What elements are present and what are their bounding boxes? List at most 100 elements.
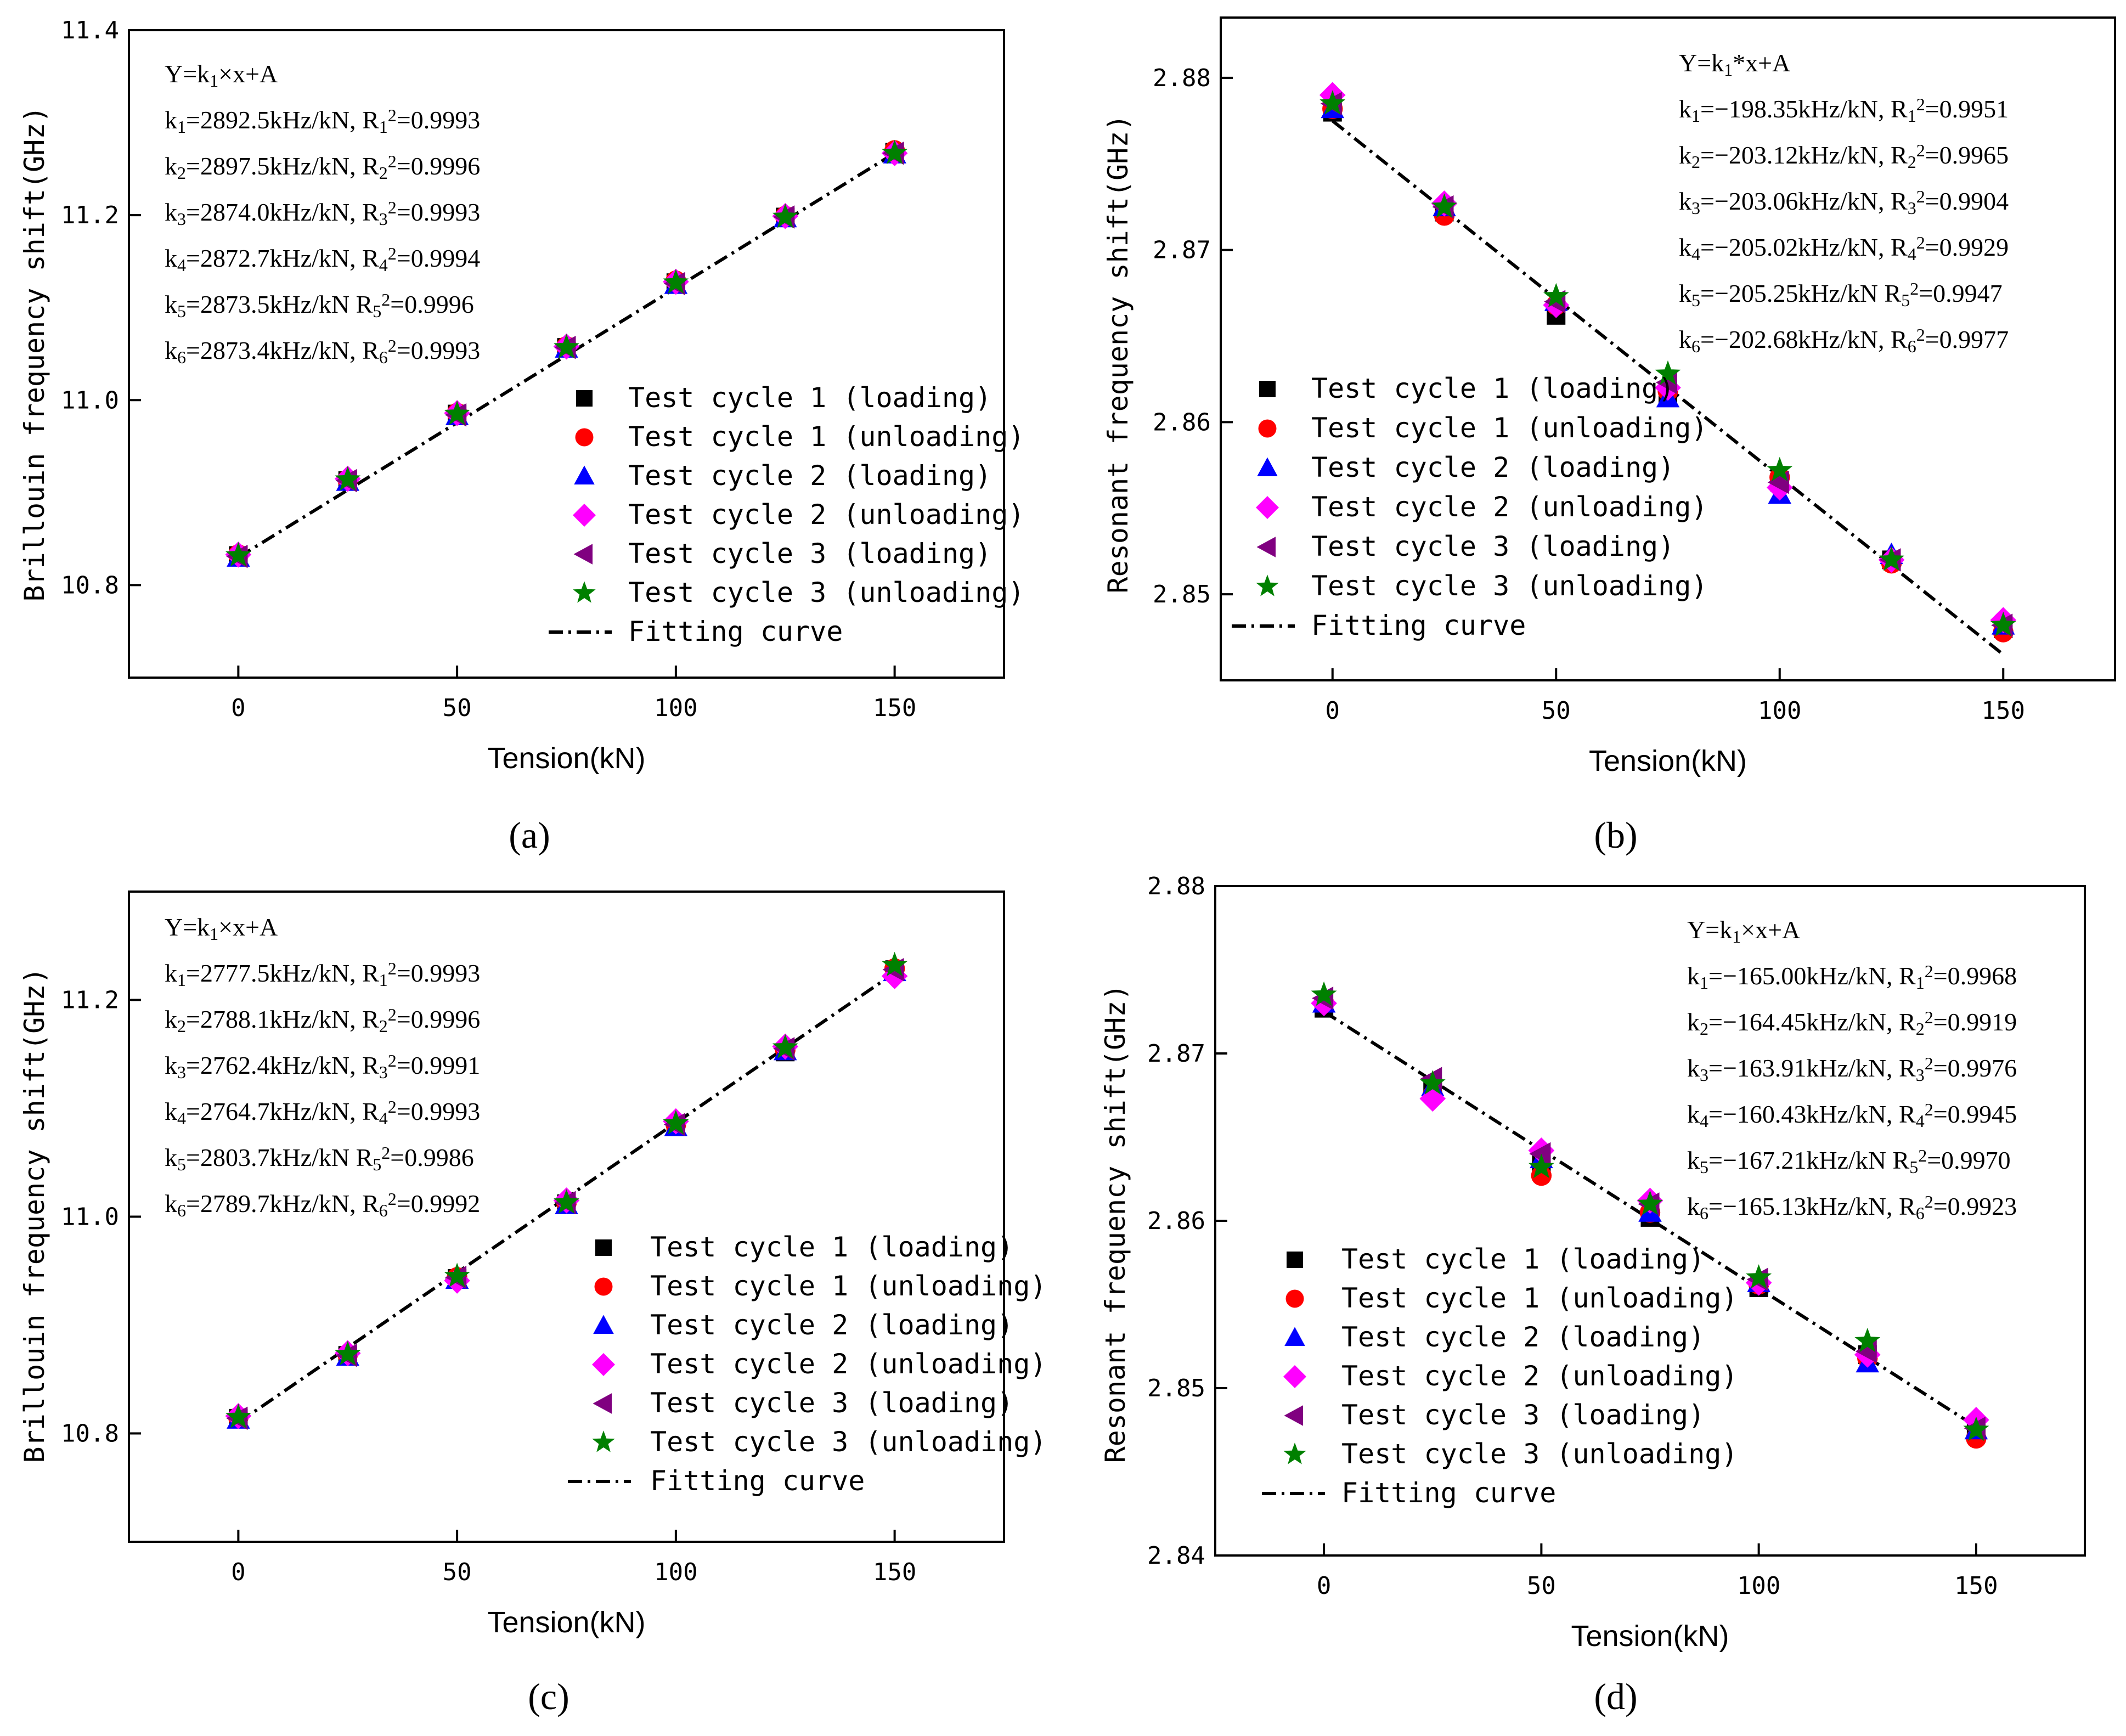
- legend-label: Test cycle 3 (loading): [1341, 1399, 1705, 1431]
- fit-equation-line: k2=−203.12kHz/kN, R22=0.9965: [1679, 140, 2009, 172]
- data-point: [772, 1034, 798, 1059]
- fit-equation-line: k4=2872.7kHz/kN, R42=0.9994: [165, 244, 480, 275]
- data-point: [1990, 611, 2016, 636]
- legend-label: Fitting curve: [650, 1465, 865, 1497]
- legend-marker: [576, 390, 593, 407]
- legend-label: Test cycle 2 (unloading): [1311, 491, 1707, 523]
- y-tick-label: 11.2: [61, 201, 119, 229]
- data-point: [1854, 1328, 1881, 1352]
- data-point: [444, 400, 470, 425]
- data-point: [1431, 193, 1457, 218]
- fit-equation-line: k4=2764.7kHz/kN, R42=0.9993: [165, 1097, 480, 1128]
- y-axis-title: Resonant frequency shift(GHz): [1099, 984, 1131, 1463]
- y-tick-label: 2.84: [1147, 1542, 1205, 1570]
- legend: Test cycle 1 (loading) Test cycle 1 (unlo…: [1262, 1243, 1738, 1509]
- y-tick-label: 11.0: [61, 1203, 119, 1231]
- x-tick-label: 100: [1737, 1572, 1780, 1600]
- legend-marker: [1285, 1289, 1304, 1308]
- legend-label: Test cycle 2 (loading): [628, 460, 991, 492]
- x-tick-label: 150: [873, 1558, 916, 1586]
- fit-equation-line: Y=k1×x+A: [1687, 916, 1800, 946]
- fit-equation-line: Y=k1*x+A: [1679, 49, 1790, 80]
- x-tick-label: 100: [654, 694, 697, 722]
- x-tick-label: 150: [1954, 1572, 1998, 1600]
- data-point: [1746, 1264, 1772, 1289]
- legend-label: Test cycle 2 (loading): [1341, 1321, 1705, 1353]
- data-point: [1543, 283, 1569, 308]
- y-axis-title: Resonant frequency shift(GHz): [1102, 115, 1134, 594]
- fit-equation-line: k6=−165.13kHz/kN, R62=0.9923: [1687, 1192, 2017, 1223]
- legend-label: Test cycle 2 (loading): [650, 1309, 1013, 1341]
- fit-equation-line: k4=−205.02kHz/kN, R42=0.9929: [1679, 233, 2009, 264]
- legend-marker: [592, 1353, 615, 1376]
- legend-label: Test cycle 2 (loading): [1311, 452, 1674, 483]
- legend-marker: [595, 1239, 612, 1256]
- legend-label: Fitting curve: [1311, 610, 1526, 641]
- y-tick-label: 10.8: [61, 571, 119, 599]
- data-point: [225, 542, 251, 567]
- legend-marker: [1283, 1365, 1306, 1388]
- legend-label: Test cycle 3 (unloading): [628, 577, 1024, 608]
- x-tick-label: 150: [1982, 697, 2025, 725]
- data-point: [554, 334, 579, 359]
- series-6: [1311, 981, 1989, 1441]
- data-point: [882, 951, 908, 977]
- x-tick-label: 0: [231, 1558, 246, 1586]
- y-tick-label: 2.88: [1147, 872, 1205, 900]
- y-tick-label: 2.88: [1153, 64, 1211, 92]
- data-point: [1529, 1142, 1551, 1166]
- y-tick-label: 2.86: [1153, 408, 1211, 436]
- x-tick-label: 50: [443, 694, 472, 722]
- legend-label: Test cycle 1 (loading): [650, 1231, 1013, 1263]
- x-tick-label: 50: [1542, 697, 1571, 725]
- legend-marker: [1284, 1405, 1303, 1426]
- fit-equation-line: k3=2874.0kHz/kN, R32=0.9993: [165, 198, 480, 229]
- fit-equation-line: k2=2897.5kHz/kN, R22=0.9996: [165, 151, 480, 183]
- data-point: [1767, 456, 1793, 482]
- legend-label: Test cycle 3 (loading): [628, 538, 991, 570]
- panel-label: (a): [509, 814, 550, 856]
- panel-label: (d): [1594, 1676, 1637, 1717]
- data-point: [335, 466, 361, 491]
- x-tick-label: 150: [873, 694, 916, 722]
- legend-label: Test cycle 2 (unloading): [628, 499, 1024, 531]
- panel-d: 0 50 100 150 2.84 2.85 2.86 2.87 2.88 Tension(kN)…: [1099, 872, 2086, 1717]
- fit-equation-line: k3=−203.06kHz/kN, R32=0.9904: [1679, 187, 2009, 218]
- fit-equation-line: Y=k1×x+A: [165, 60, 278, 91]
- data-point: [225, 1404, 251, 1428]
- data-point: [1419, 1070, 1446, 1095]
- fit-equation-line: k1=2892.5kHz/kN, R12=0.9993: [165, 105, 480, 137]
- x-tick-label: 0: [1317, 1572, 1332, 1600]
- legend-label: Test cycle 3 (unloading): [650, 1426, 1046, 1458]
- data-point: [1655, 360, 1681, 385]
- panel-c: 0 50 100 150 10.8 11.0 11.2 Tension(kN) Brilloui…: [19, 890, 1046, 1717]
- panel-label: (b): [1594, 814, 1637, 856]
- fit-equation-line: k2=2788.1kHz/kN, R22=0.9996: [165, 1005, 480, 1036]
- legend-marker: [573, 581, 596, 603]
- fit-equation-line: k5=2803.7kHz/kN R52=0.9986: [165, 1143, 474, 1174]
- legend-marker: [1256, 537, 1276, 557]
- legend: Test cycle 1 (loading) Test cycle 1 (unlo…: [1232, 373, 1707, 641]
- x-axis-title: Tension(kN): [487, 1606, 645, 1639]
- fit-equation-line: k4=−160.43kHz/kN, R42=0.9945: [1687, 1100, 2017, 1131]
- legend-label: Test cycle 3 (loading): [650, 1387, 1013, 1419]
- data-point: [1311, 981, 1337, 1006]
- x-axis-title: Tension(kN): [1571, 1620, 1729, 1653]
- legend-marker: [575, 428, 594, 447]
- legend-label: Fitting curve: [628, 616, 843, 647]
- data-point: [772, 203, 798, 228]
- data-point: [335, 1340, 361, 1366]
- y-tick-label: 10.8: [61, 1420, 119, 1448]
- legend-marker: [1283, 1442, 1306, 1464]
- legend-label: Test cycle 1 (unloading): [1311, 412, 1707, 444]
- x-tick-label: 50: [443, 1558, 472, 1586]
- series-6: [225, 139, 908, 567]
- legend-marker: [1259, 381, 1276, 397]
- x-axis-title: Tension(kN): [1589, 745, 1747, 777]
- fit-equation-line: k5=2873.5kHz/kN R52=0.9996: [165, 290, 474, 321]
- y-tick-label: 11.4: [61, 16, 119, 44]
- legend-label: Test cycle 3 (unloading): [1311, 570, 1707, 602]
- legend-marker: [1256, 574, 1279, 596]
- data-point: [1879, 546, 1904, 571]
- legend-label: Test cycle 3 (loading): [1311, 531, 1674, 562]
